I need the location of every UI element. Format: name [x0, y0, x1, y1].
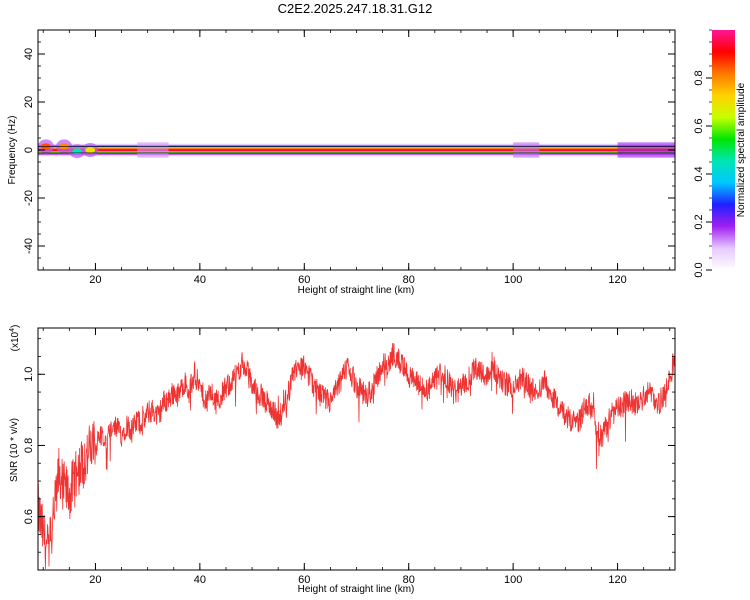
y-tick-label: 40: [23, 48, 35, 60]
snr-x-axis-title: Height of straight line (km): [298, 584, 415, 595]
x-tick-label: 120: [608, 274, 626, 286]
snr-plot-area: [38, 328, 675, 570]
colorbar-tick-label: 0.4: [693, 166, 705, 181]
spectrogram-y-ticks: -40 -20 0 20 40: [23, 29, 675, 271]
x-tick-label: 60: [298, 574, 310, 586]
spectrogram-x-ticks: 20 40 60 80 100 120: [42, 30, 671, 286]
colorbar-ticks: 0.0 0.2 0.4 0.6 0.8: [693, 29, 712, 278]
x-tick-label: 60: [298, 274, 310, 286]
figure-title: C2E2.2025.247.18.31.G12: [278, 1, 433, 16]
snr-panel: 20 40 60 80 100 120 0.6 0.8 1.0 Height of strai…: [9, 325, 676, 595]
y-tick-label: -20: [23, 190, 35, 206]
y-tick-label: 0.8: [23, 438, 35, 453]
y-tick-label: 0: [23, 147, 35, 153]
x-tick-label: 80: [403, 574, 415, 586]
spectrogram-halo-patch: [617, 142, 675, 158]
x-tick-label: 20: [89, 274, 101, 286]
colorbar-tick-label: 0.6: [693, 118, 705, 133]
x-tick-label: 40: [194, 274, 206, 286]
snr-x-ticks: 20 40 60 80 100 120: [42, 328, 671, 586]
y-tick-label: 0.6: [23, 509, 35, 524]
x-tick-label: 100: [504, 574, 522, 586]
snr-y-axis-title: SNR (10 * v/v): [9, 418, 20, 482]
spectrogram-x-axis-title: Height of straight line (km): [298, 285, 415, 296]
colorbar-tick-label: 0.8: [693, 70, 705, 85]
spectrogram-halo-patch: [513, 142, 540, 158]
snr-y-multiplier: (x104): [9, 325, 21, 352]
colorbar-tick-label: 0.2: [693, 214, 705, 229]
x-tick-label: 40: [194, 574, 206, 586]
spectrogram-panel: 20 40 60 80 100 120 -40 -20 0 20 40 Height of str…: [7, 29, 676, 296]
colorbar-gradient: [712, 30, 735, 270]
spectrogram-feature: [85, 147, 96, 153]
spectrogram-feature: [72, 148, 83, 155]
snr-y-ticks: 0.6 0.8 1.0: [23, 338, 675, 571]
x-tick-label: 100: [504, 274, 522, 286]
spectrogram-band: [37, 139, 675, 159]
colorbar-title: Normalized spectral amplitude: [736, 82, 747, 217]
snr-series-line: [38, 342, 675, 570]
y-tick-label: 20: [23, 96, 35, 108]
colorbar: 0.0 0.2 0.4 0.6 0.8 Normalized spectral ampl…: [693, 29, 747, 278]
colorbar-tick-label: 0.0: [693, 262, 705, 277]
x-tick-label: 20: [89, 574, 101, 586]
y-tick-label: -40: [23, 238, 35, 254]
spectrogram-band-layer: [38, 148, 675, 152]
spectrogram-halo-patch: [137, 142, 169, 158]
x-tick-label: 120: [608, 574, 626, 586]
y-tick-label: 1.0: [23, 367, 35, 382]
x-tick-label: 80: [403, 274, 415, 286]
spectrogram-y-axis-title: Frequency (Hz): [7, 116, 18, 185]
